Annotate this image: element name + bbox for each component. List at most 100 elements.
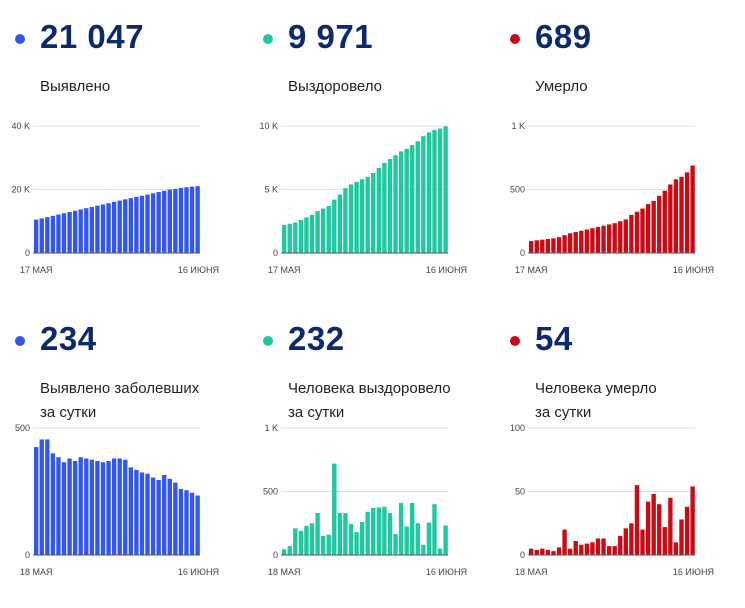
- stat-value: 234: [40, 320, 97, 357]
- bar: [437, 128, 443, 253]
- bar: [337, 513, 343, 555]
- x-tick-label-end: 16 ИЮНЯ: [178, 265, 219, 275]
- y-tick-label: 0: [520, 248, 525, 258]
- stat-label-line: Выявлено: [40, 78, 111, 95]
- bar: [348, 523, 354, 555]
- bar: [562, 235, 567, 253]
- stat-label-line: за сутки: [288, 404, 345, 421]
- bar: [298, 530, 304, 555]
- bar: [421, 544, 426, 555]
- bar: [432, 129, 437, 253]
- series-dot-icon: [510, 34, 520, 44]
- bar: [606, 224, 612, 253]
- x-tick-label-end: 16 ИЮНЯ: [178, 567, 219, 577]
- bar-chart: 0 500 1 K 18 МАЯ 16 ИЮНЯ: [263, 423, 467, 577]
- bar: [150, 193, 156, 253]
- bar: [376, 507, 381, 556]
- bar: [404, 526, 409, 555]
- bar: [84, 458, 89, 555]
- bar: [690, 486, 695, 555]
- y-tick-label: 0: [273, 248, 278, 258]
- bar: [293, 222, 298, 253]
- stat-label-line: Умерло: [535, 78, 588, 95]
- x-tick-label-start: 18 МАЯ: [515, 567, 548, 577]
- bar: [426, 132, 432, 253]
- bar: [612, 546, 617, 555]
- bar: [139, 195, 145, 253]
- bar: [117, 458, 122, 555]
- bar: [567, 233, 573, 253]
- bar: [432, 504, 437, 555]
- bar: [195, 186, 200, 253]
- bar: [123, 199, 128, 253]
- bar: [371, 172, 376, 253]
- bar: [189, 186, 195, 253]
- bar: [326, 534, 331, 555]
- bar: [162, 190, 167, 253]
- bar-chart: 0 20 K 40 K 17 МАЯ 16 ИЮНЯ: [11, 121, 219, 275]
- bar: [111, 458, 117, 555]
- bar: [679, 519, 684, 555]
- bar: [315, 513, 320, 555]
- bar: [189, 492, 195, 555]
- bar: [393, 534, 398, 555]
- bar: [573, 232, 578, 253]
- stat-label-line: Человека выздоровело: [288, 380, 451, 397]
- y-tick-label: 5 K: [264, 185, 278, 195]
- bar: [45, 217, 50, 253]
- bar: [320, 208, 326, 253]
- series-dot-icon: [263, 336, 273, 346]
- bar: [72, 210, 78, 253]
- bar: [579, 230, 584, 253]
- bar: [640, 529, 645, 555]
- bar: [56, 214, 61, 253]
- bar: [61, 213, 67, 253]
- bar: [534, 549, 539, 555]
- y-tick-label: 500: [510, 185, 525, 195]
- x-tick-label-end: 16 ИЮНЯ: [673, 567, 714, 577]
- bar: [167, 189, 172, 253]
- bar: [618, 535, 623, 555]
- bar: [421, 136, 426, 253]
- bar: [95, 205, 100, 253]
- bar: [359, 521, 365, 555]
- bar: [398, 502, 404, 555]
- bar: [382, 162, 387, 253]
- bar: [67, 212, 72, 253]
- x-tick-label-start: 17 МАЯ: [268, 265, 301, 275]
- series-dot-icon: [15, 34, 25, 44]
- stat-value: 232: [288, 320, 345, 357]
- bar: [128, 198, 133, 253]
- bar: [320, 535, 326, 555]
- bar: [595, 538, 601, 555]
- bar: [529, 548, 534, 555]
- bar: [156, 480, 161, 555]
- bar: [332, 199, 337, 253]
- bar: [673, 542, 679, 555]
- bar: [629, 523, 634, 555]
- y-tick-label: 10 K: [259, 121, 278, 131]
- bar: [162, 474, 167, 555]
- bar: [173, 188, 178, 253]
- bar: [443, 126, 448, 253]
- bar: [45, 439, 50, 555]
- bar: [95, 461, 100, 555]
- bar: [556, 547, 562, 555]
- y-tick-label: 0: [25, 550, 30, 560]
- bar: [84, 208, 89, 253]
- bar: [545, 239, 551, 253]
- x-tick-label-start: 18 МАЯ: [20, 567, 53, 577]
- bar: [651, 200, 656, 253]
- bar: [298, 219, 304, 253]
- bar: [551, 551, 556, 555]
- x-tick-label-end: 16 ИЮНЯ: [426, 265, 467, 275]
- bar: [354, 181, 359, 253]
- bar: [645, 501, 651, 555]
- bar: [106, 461, 111, 555]
- y-tick-label: 1 K: [264, 423, 278, 433]
- x-tick-label-start: 17 МАЯ: [515, 265, 548, 275]
- bar: [657, 195, 662, 253]
- bar: [50, 215, 56, 253]
- y-tick-label: 500: [15, 423, 30, 433]
- bar: [371, 508, 376, 555]
